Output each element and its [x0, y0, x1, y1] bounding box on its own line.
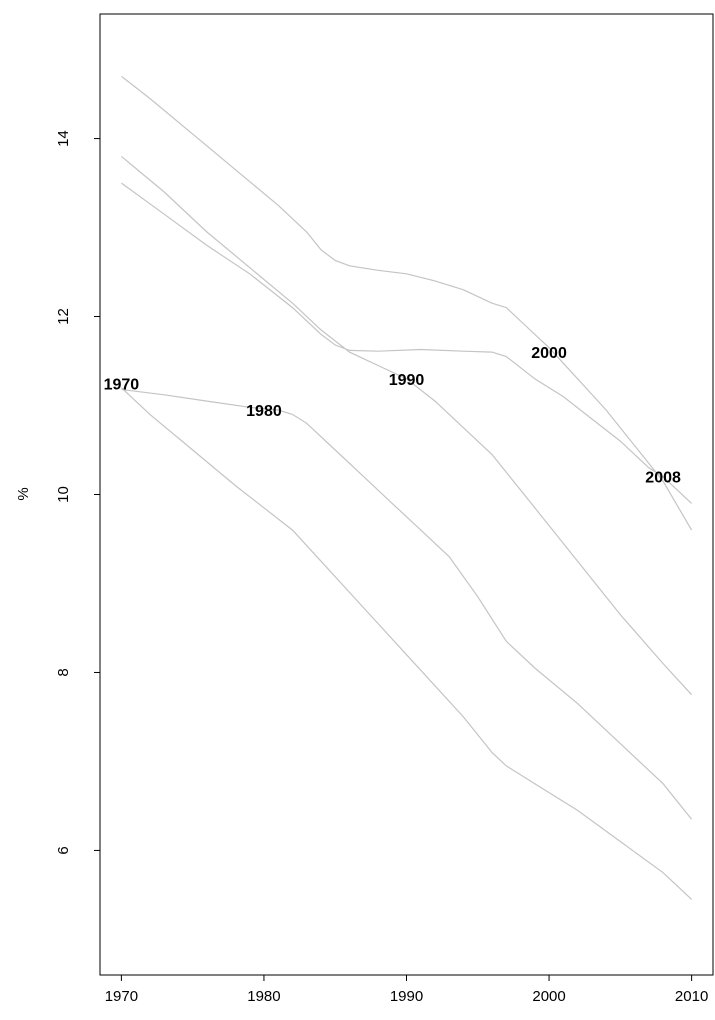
y-tick-label: 6 — [55, 846, 72, 854]
series-label-1980: 1980 — [246, 403, 282, 420]
x-tick-label: 1970 — [105, 988, 138, 1005]
series-line-2008 — [121, 75, 693, 531]
x-axis: 1970 1980 1990 2000 2010 — [105, 975, 708, 1005]
plot-frame — [99, 13, 714, 976]
series-lines — [120, 75, 693, 900]
series-label-2000: 2000 — [531, 345, 567, 362]
series-line-1970 — [120, 387, 693, 900]
y-axis-label: % — [15, 487, 32, 500]
series-label-1970: 1970 — [104, 376, 140, 393]
y-tick-label: 12 — [55, 308, 72, 325]
series-line-2000 — [121, 182, 693, 504]
y-tick-label: 10 — [55, 486, 72, 503]
y-tick-label: 8 — [55, 668, 72, 676]
series-labels: 1970 1980 1990 2000 2008 — [104, 345, 681, 487]
x-tick-label: 2010 — [675, 988, 708, 1005]
x-tick-label: 2000 — [532, 988, 565, 1005]
series-line-1980 — [121, 388, 693, 820]
series-label-2008: 2008 — [645, 470, 681, 487]
series-line-1990 — [121, 155, 693, 696]
y-axis: 6 8 10 12 14 — [55, 130, 100, 855]
y-tick-label: 14 — [55, 130, 72, 147]
x-tick-label: 1980 — [247, 988, 280, 1005]
x-tick-label: 1990 — [390, 988, 423, 1005]
series-label-1990: 1990 — [389, 372, 425, 389]
